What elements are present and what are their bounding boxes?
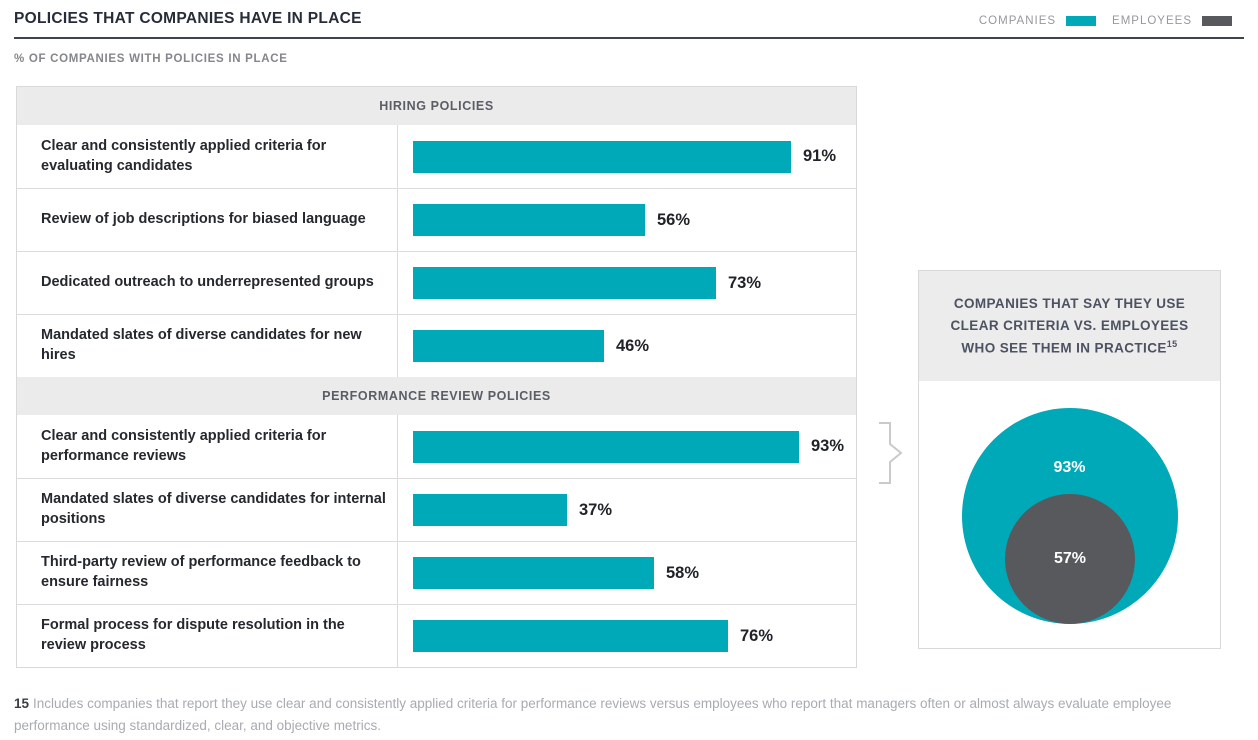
table-row: Mandated slates of diverse candidates fo… — [17, 314, 856, 377]
companies-bar — [413, 557, 654, 589]
policy-table: HIRING POLICIES Clear and consistently ap… — [16, 86, 857, 668]
bar-value: 91% — [803, 147, 837, 165]
companies-bar — [413, 140, 791, 173]
table-row: Third-party review of performance feedba… — [17, 541, 856, 604]
row-label: Third-party review of performance feedba… — [17, 542, 398, 604]
companies-bar — [413, 430, 799, 463]
bubble-inner-employees: 57% — [1005, 494, 1135, 624]
legend: COMPANIES EMPLOYEES — [979, 15, 1232, 27]
row-label: Mandated slates of diverse candidates fo… — [17, 479, 398, 541]
panel-title-text: COMPANIES THAT SAY THEY USE CLEAR CRITER… — [950, 296, 1189, 356]
footnote: 15 Includes companies that report they us… — [14, 693, 1230, 736]
row-label: Mandated slates of diverse candidates fo… — [17, 315, 398, 377]
bar-cell: 56% — [398, 189, 856, 251]
chart-subtitle: % OF COMPANIES WITH POLICIES IN PLACE — [14, 53, 288, 65]
table-row: Formal process for dispute resolution in… — [17, 604, 856, 667]
panel-title-footnote-ref: 15 — [1166, 338, 1178, 349]
bar-value: 37% — [579, 500, 613, 519]
bubble-chart: 93% 57% — [919, 381, 1220, 648]
legend-item-companies: COMPANIES — [978, 15, 1097, 27]
bar-cell: 58% — [398, 542, 856, 604]
table-row: Clear and consistently applied criteria … — [17, 125, 856, 188]
row-label: Clear and consistently applied criteria … — [17, 415, 398, 478]
bar-value: 58% — [666, 563, 700, 582]
bar-cell: 91% — [398, 125, 856, 188]
bar-cell: 93% — [398, 415, 856, 478]
bar-value: 56% — [657, 210, 691, 229]
section-header: HIRING POLICIES — [17, 87, 856, 125]
footnote-text: Includes companies that report they use … — [14, 696, 1172, 733]
legend-label-employees: EMPLOYEES — [1112, 15, 1192, 27]
bubble-inner-value: 57% — [1053, 550, 1087, 567]
bar-cell: 37% — [398, 479, 856, 541]
bar-cell: 76% — [398, 605, 856, 667]
bar-value: 76% — [740, 626, 774, 645]
companies-bar — [413, 494, 567, 526]
bar-cell: 73% — [398, 252, 856, 314]
footnote-ref: 15 — [14, 696, 30, 711]
bubble-outer-value: 93% — [1053, 459, 1086, 476]
table-row: Dedicated outreach to underrepresented g… — [17, 251, 856, 314]
panel-title: COMPANIES THAT SAY THEY USE CLEAR CRITER… — [919, 271, 1220, 381]
table-row: Review of job descriptions for biased la… — [17, 188, 856, 251]
table-row: Clear and consistently applied criteria … — [17, 415, 856, 478]
companies-color-swatch — [1066, 16, 1097, 26]
section-header: PERFORMANCE REVIEW POLICIES — [17, 377, 856, 415]
companies-bar — [413, 267, 716, 299]
row-label: Dedicated outreach to underrepresented g… — [17, 252, 398, 314]
page-title: POLICIES THAT COMPANIES HAVE IN PLACE — [14, 10, 362, 27]
row-label: Formal process for dispute resolution in… — [17, 605, 398, 667]
row-label: Review of job descriptions for biased la… — [17, 189, 398, 251]
employees-color-swatch — [1202, 16, 1232, 26]
bar-cell: 46% — [398, 315, 856, 377]
title-divider-rule — [14, 37, 1244, 39]
legend-item-employees: EMPLOYEES — [1112, 15, 1232, 27]
companies-bar — [413, 330, 604, 362]
bar-value: 93% — [811, 437, 845, 455]
table-row: Mandated slates of diverse candidates fo… — [17, 478, 856, 541]
row-label: Clear and consistently applied criteria … — [17, 125, 398, 188]
bracket-annotation — [879, 422, 903, 484]
bar-value: 46% — [616, 336, 650, 355]
companies-bar — [413, 204, 645, 236]
legend-label-companies: COMPANIES — [978, 15, 1057, 27]
companies-bar — [413, 620, 728, 652]
bar-value: 73% — [728, 273, 762, 292]
comparison-panel: COMPANIES THAT SAY THEY USE CLEAR CRITER… — [918, 270, 1221, 649]
